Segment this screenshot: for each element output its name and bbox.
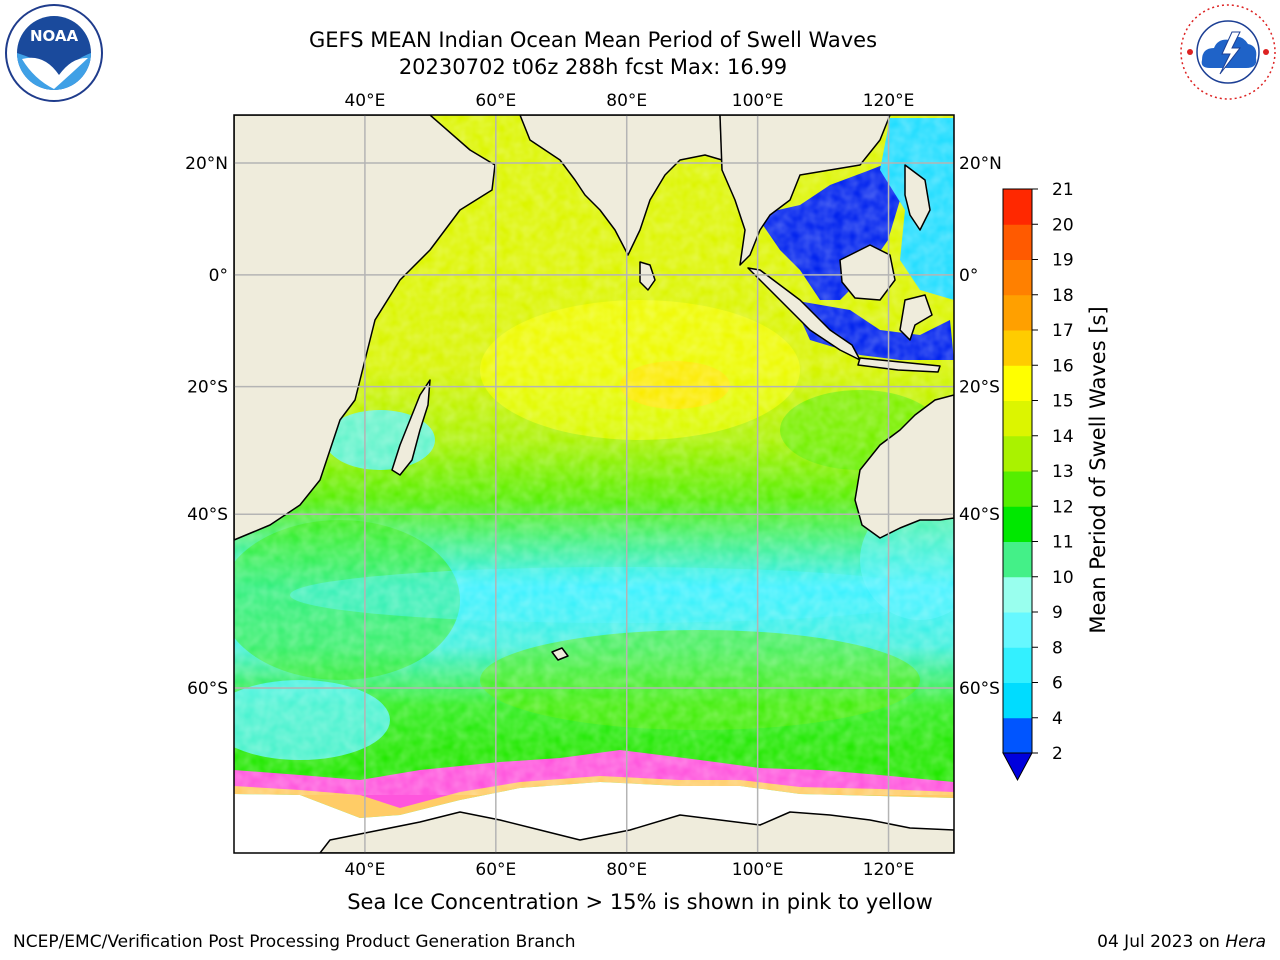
colorbar-swatch (1003, 471, 1032, 507)
land-borneo (839, 244, 896, 301)
colorbar-tick-label: 10 (1052, 568, 1074, 588)
land-philippines (904, 164, 931, 231)
colorbar-tick-label: 20 (1052, 215, 1074, 235)
lat-tick-label-right: 0° (959, 266, 978, 286)
colorbar-swatch (1003, 365, 1032, 401)
lon-tick-label-bottom: 100°E (732, 860, 784, 880)
land-sulawesi (899, 294, 933, 341)
colorbar-tick-label: 11 (1052, 533, 1074, 553)
chart-subtitle: 20230702 t06z 288h fcst Max: 16.99 (398, 55, 788, 79)
land-sumatra (747, 267, 861, 361)
sea-ice-caption: Sea Ice Concentration > 15% is shown in … (347, 890, 933, 914)
land-australia (854, 394, 954, 539)
footer-credit: NCEP/EMC/Verification Post Processing Pr… (13, 932, 576, 952)
noaa-logo-text: NOAA (30, 27, 79, 45)
map-frame (233, 114, 955, 854)
colorbar-swatch (1003, 189, 1032, 225)
colorbar-tick-label: 16 (1052, 356, 1074, 376)
colorbar-tick-label: 9 (1052, 603, 1063, 623)
lon-tick-label-top: 80°E (606, 91, 647, 111)
colorbar-tick-label: 21 (1052, 180, 1074, 200)
lat-tick-label-right: 20°N (959, 154, 1002, 174)
land-kerguelen (551, 647, 569, 661)
colorbar-swatch (1003, 612, 1032, 648)
colorbar-swatch (1003, 259, 1032, 296)
noaa-logo: NOAA (5, 4, 103, 102)
colorbar-swatch (1003, 682, 1032, 719)
colorbar-swatch (1003, 647, 1032, 683)
lon-tick-label-top: 60°E (475, 91, 516, 111)
lat-tick-label-right: 40°S (959, 505, 1000, 525)
land-indochina (719, 115, 891, 266)
land-java (857, 357, 941, 373)
colorbar-swatch (1003, 576, 1032, 613)
colorbar-swatch (1003, 435, 1032, 472)
colorbar: 2 4 6 8 9 10 11 12 13 14 15 16 17 18 19 20 21 (1002, 180, 1074, 782)
colorbar-under-triangle (1002, 752, 1033, 782)
colorbar-swatch (1003, 224, 1032, 260)
colorbar-tick-label: 19 (1052, 251, 1074, 271)
map-gridlines (234, 115, 954, 853)
colorbar-swatch (1003, 717, 1032, 754)
footer-date-text: 04 Jul 2023 on (1097, 932, 1220, 952)
land-madagascar (391, 379, 431, 476)
colorbar-tick-label: 18 (1052, 286, 1074, 306)
lon-tick-label-top: 40°E (344, 91, 385, 111)
nws-logo (1180, 4, 1276, 100)
colorbar-tick-label: 12 (1052, 497, 1074, 517)
sea-ice-band (234, 750, 954, 815)
footer-machine: Hera (1225, 932, 1266, 952)
colorbar-tick-label: 15 (1052, 392, 1074, 412)
colorbar-label: Mean Period of Swell Waves [s] (1086, 306, 1110, 634)
colorbar-swatch (1003, 506, 1032, 542)
land-antarctica (319, 811, 954, 853)
land-masses (234, 115, 954, 853)
colorbar-swatch (1003, 294, 1032, 331)
land-srilanka (639, 261, 656, 291)
lon-tick-label-bottom: 120°E (863, 860, 915, 880)
colorbar-tick-label: 2 (1052, 744, 1063, 764)
lon-tick-label-top: 100°E (732, 91, 784, 111)
lon-tick-label-bottom: 60°E (475, 860, 516, 880)
chart-title: GEFS MEAN Indian Ocean Mean Period of Sw… (308, 28, 878, 52)
lat-tick-label-right: 60°S (959, 679, 1000, 699)
lon-tick-label-bottom: 80°E (606, 860, 647, 880)
lat-tick-label-left: 60°S (187, 679, 228, 699)
lon-tick-label-top: 120°E (863, 91, 915, 111)
lat-tick-label-left: 20°N (185, 154, 228, 174)
axis-labels: 40°E 40°E 60°E 60°E 80°E 80°E 100°E 100°E 120°E 1… (185, 91, 1002, 880)
colorbar-swatch (1003, 330, 1032, 366)
lat-tick-label-right: 20°S (959, 378, 1000, 398)
colorbar-tick-label: 8 (1052, 638, 1063, 658)
footer-date: 04 Jul 2023 on Hera (1097, 932, 1266, 952)
lat-tick-label-left: 0° (209, 266, 228, 286)
map-plot-area (234, 115, 954, 853)
lat-tick-label-left: 40°S (187, 505, 228, 525)
colorbar-swatch (1003, 541, 1032, 578)
land-india (519, 115, 723, 256)
lat-tick-label-left: 20°S (187, 378, 228, 398)
lon-tick-label-bottom: 40°E (344, 860, 385, 880)
colorbar-tick-label: 17 (1052, 321, 1074, 341)
colorbar-tick-label: 14 (1052, 427, 1074, 447)
colorbar-tick-label: 4 (1052, 709, 1063, 729)
colorbar-swatch (1003, 400, 1032, 437)
colorbar-tick-label: 13 (1052, 462, 1074, 482)
colorbar-tick-label: 6 (1052, 674, 1063, 694)
